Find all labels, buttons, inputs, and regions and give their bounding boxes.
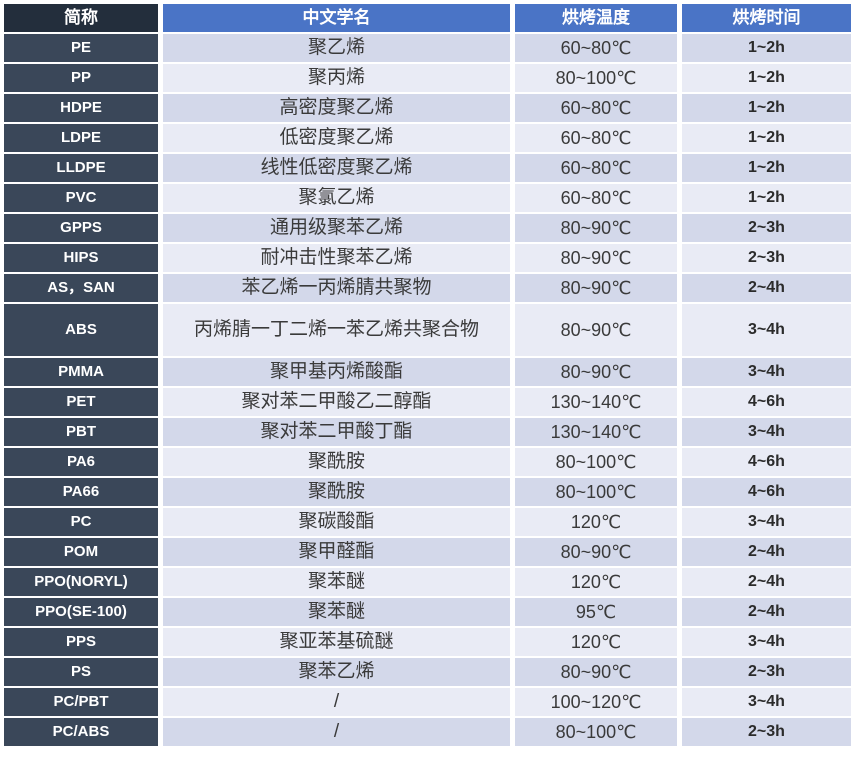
time-cell: 1~2h xyxy=(682,184,851,212)
name-cell: 聚丙烯 xyxy=(163,64,510,92)
time-cell: 4~6h xyxy=(682,388,851,416)
temp-cell: 80~90℃ xyxy=(515,358,677,386)
time-cell: 4~6h xyxy=(682,448,851,476)
time-cell: 3~4h xyxy=(682,418,851,446)
time-cell: 1~2h xyxy=(682,64,851,92)
name-cell: / xyxy=(163,718,510,746)
name-cell: 苯乙烯一丙烯腈共聚物 xyxy=(163,274,510,302)
abbr-cell: PPO(SE-100) xyxy=(4,598,158,626)
temp-cell: 80~100℃ xyxy=(515,64,677,92)
name-cell: 聚氯乙烯 xyxy=(163,184,510,212)
abbr-cell: PBT xyxy=(4,418,158,446)
temp-cell: 80~90℃ xyxy=(515,274,677,302)
abbr-cell: PS xyxy=(4,658,158,686)
time-cell: 2~4h xyxy=(682,568,851,596)
name-cell: 聚碳酸酯 xyxy=(163,508,510,536)
temp-cell: 60~80℃ xyxy=(515,184,677,212)
abbr-cell: PA66 xyxy=(4,478,158,506)
name-cell: 聚甲基丙烯酸酯 xyxy=(163,358,510,386)
temp-cell: 60~80℃ xyxy=(515,94,677,122)
temp-cell: 80~90℃ xyxy=(515,304,677,356)
abbr-cell: AS，SAN xyxy=(4,274,158,302)
name-cell: 耐冲击性聚苯乙烯 xyxy=(163,244,510,272)
name-cell: 聚酰胺 xyxy=(163,448,510,476)
name-cell: 聚亚苯基硫醚 xyxy=(163,628,510,656)
name-cell: 聚苯醚 xyxy=(163,598,510,626)
temp-cell: 80~90℃ xyxy=(515,244,677,272)
name-cell: 聚对苯二甲酸乙二醇酯 xyxy=(163,388,510,416)
header-cell-abbr: 简称 xyxy=(4,4,158,32)
temp-cell: 100~120℃ xyxy=(515,688,677,716)
time-cell: 3~4h xyxy=(682,628,851,656)
abbr-cell: PE xyxy=(4,34,158,62)
name-cell: 聚酰胺 xyxy=(163,478,510,506)
name-cell: 丙烯腈一丁二烯一苯乙烯共聚合物 xyxy=(163,304,510,356)
time-cell: 4~6h xyxy=(682,478,851,506)
abbr-cell: LLDPE xyxy=(4,154,158,182)
temp-cell: 60~80℃ xyxy=(515,34,677,62)
abbr-cell: ABS xyxy=(4,304,158,356)
time-cell: 1~2h xyxy=(682,124,851,152)
name-cell: 线性低密度聚乙烯 xyxy=(163,154,510,182)
temp-cell: 120℃ xyxy=(515,568,677,596)
temp-cell: 130~140℃ xyxy=(515,418,677,446)
temp-cell: 80~100℃ xyxy=(515,718,677,746)
temp-cell: 95℃ xyxy=(515,598,677,626)
name-cell: 聚乙烯 xyxy=(163,34,510,62)
temp-cell: 120℃ xyxy=(515,508,677,536)
temp-cell: 80~90℃ xyxy=(515,214,677,242)
abbr-cell: PC/PBT xyxy=(4,688,158,716)
temp-cell: 80~90℃ xyxy=(515,538,677,566)
name-cell: 聚甲醛酯 xyxy=(163,538,510,566)
temp-cell: 60~80℃ xyxy=(515,124,677,152)
name-cell: 高密度聚乙烯 xyxy=(163,94,510,122)
abbr-cell: PPS xyxy=(4,628,158,656)
time-cell: 2~3h xyxy=(682,718,851,746)
time-cell: 1~2h xyxy=(682,34,851,62)
abbr-cell: PMMA xyxy=(4,358,158,386)
header-cell-time: 烘烤时间 xyxy=(682,4,851,32)
time-cell: 2~3h xyxy=(682,214,851,242)
header-cell-name: 中文学名 xyxy=(163,4,510,32)
time-cell: 2~3h xyxy=(682,658,851,686)
time-cell: 1~2h xyxy=(682,154,851,182)
time-cell: 3~4h xyxy=(682,688,851,716)
header-cell-temp: 烘烤温度 xyxy=(515,4,677,32)
name-cell: 通用级聚苯乙烯 xyxy=(163,214,510,242)
abbr-cell: PVC xyxy=(4,184,158,212)
abbr-cell: HIPS xyxy=(4,244,158,272)
time-cell: 2~4h xyxy=(682,274,851,302)
abbr-cell: PC xyxy=(4,508,158,536)
temp-cell: 80~100℃ xyxy=(515,478,677,506)
temp-cell: 80~100℃ xyxy=(515,448,677,476)
abbr-cell: POM xyxy=(4,538,158,566)
time-cell: 3~4h xyxy=(682,358,851,386)
time-cell: 2~3h xyxy=(682,244,851,272)
name-cell: 低密度聚乙烯 xyxy=(163,124,510,152)
name-cell: 聚对苯二甲酸丁酯 xyxy=(163,418,510,446)
abbr-cell: PA6 xyxy=(4,448,158,476)
name-cell: / xyxy=(163,688,510,716)
time-cell: 1~2h xyxy=(682,94,851,122)
abbr-cell: PC/ABS xyxy=(4,718,158,746)
temp-cell: 120℃ xyxy=(515,628,677,656)
time-cell: 2~4h xyxy=(682,598,851,626)
abbr-cell: HDPE xyxy=(4,94,158,122)
time-cell: 3~4h xyxy=(682,508,851,536)
name-cell: 聚苯醚 xyxy=(163,568,510,596)
abbr-cell: PPO(NORYL) xyxy=(4,568,158,596)
name-cell: 聚苯乙烯 xyxy=(163,658,510,686)
abbr-cell: GPPS xyxy=(4,214,158,242)
temp-cell: 80~90℃ xyxy=(515,658,677,686)
abbr-cell: PET xyxy=(4,388,158,416)
temp-cell: 130~140℃ xyxy=(515,388,677,416)
abbr-cell: PP xyxy=(4,64,158,92)
time-cell: 2~4h xyxy=(682,538,851,566)
temp-cell: 60~80℃ xyxy=(515,154,677,182)
time-cell: 3~4h xyxy=(682,304,851,356)
abbr-cell: LDPE xyxy=(4,124,158,152)
